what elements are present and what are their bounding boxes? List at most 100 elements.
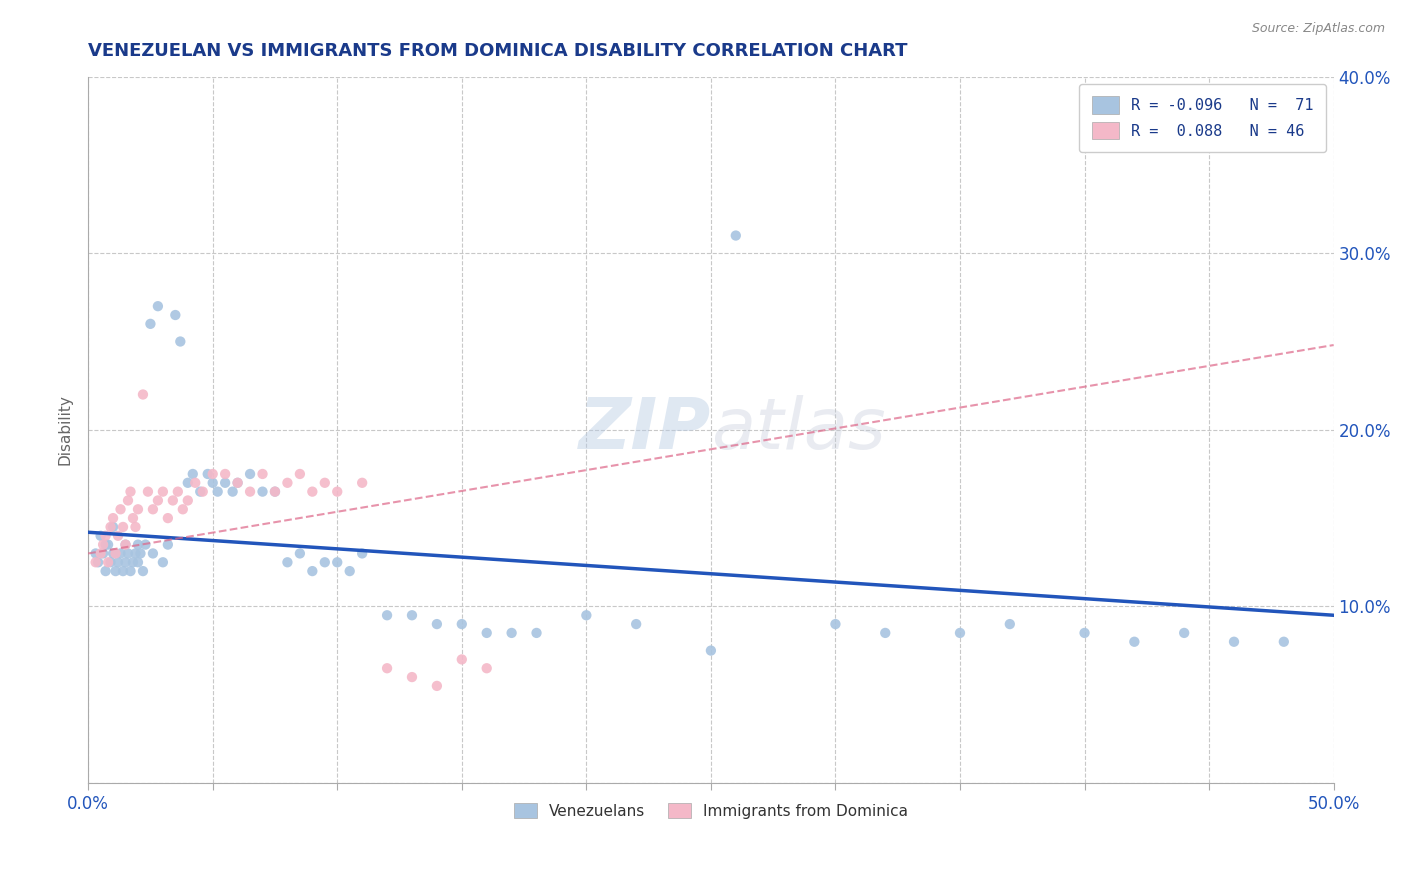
Text: atlas: atlas [711, 395, 886, 465]
Point [1123, 634, 1146, 648]
Point [114, 555, 136, 569]
Point [191, 484, 214, 499]
Point [162, 493, 184, 508]
Point [201, 467, 224, 481]
Point [352, 475, 374, 490]
Point [949, 626, 972, 640]
Point [172, 502, 194, 516]
Point [146, 493, 169, 508]
Point [117, 493, 139, 508]
Point [352, 546, 374, 560]
Point [197, 467, 219, 481]
Point [100, 555, 122, 569]
Point [165, 308, 187, 322]
Point [127, 555, 149, 569]
Text: ZIP: ZIP [579, 395, 711, 465]
Point [475, 626, 498, 640]
Point [101, 520, 124, 534]
Point [97, 555, 120, 569]
Point [101, 546, 124, 560]
Point [142, 546, 165, 560]
Point [326, 484, 349, 499]
Point [214, 467, 236, 481]
Point [1223, 634, 1246, 648]
Point [314, 475, 336, 490]
Point [104, 564, 127, 578]
Point [146, 299, 169, 313]
Point [301, 484, 323, 499]
Point [91, 538, 114, 552]
Point [226, 475, 249, 490]
Point [124, 546, 146, 560]
Point [127, 502, 149, 516]
Point [97, 538, 120, 552]
Point [84, 546, 107, 560]
Point [152, 484, 174, 499]
Y-axis label: Disability: Disability [58, 394, 72, 466]
Point [301, 564, 323, 578]
Point [314, 555, 336, 569]
Point [375, 661, 398, 675]
Point [214, 475, 236, 490]
Point [875, 626, 897, 640]
Point [100, 520, 122, 534]
Point [129, 546, 152, 560]
Point [104, 546, 127, 560]
Point [264, 484, 287, 499]
Point [201, 475, 224, 490]
Point [239, 467, 262, 481]
Point [824, 617, 846, 632]
Point [90, 546, 112, 560]
Point [575, 608, 598, 623]
Text: Source: ZipAtlas.com: Source: ZipAtlas.com [1251, 22, 1385, 36]
Point [101, 511, 124, 525]
Point [188, 484, 211, 499]
Point [139, 317, 162, 331]
Point [184, 475, 207, 490]
Point [1173, 626, 1195, 640]
Point [998, 617, 1021, 632]
Point [127, 538, 149, 552]
Point [107, 555, 129, 569]
Point [724, 228, 747, 243]
Point [1073, 626, 1095, 640]
Point [87, 555, 110, 569]
Point [114, 538, 136, 552]
Point [84, 555, 107, 569]
Point [117, 546, 139, 560]
Point [252, 467, 274, 481]
Point [339, 564, 361, 578]
Point [450, 617, 472, 632]
Point [112, 564, 135, 578]
Point [122, 555, 145, 569]
Point [226, 475, 249, 490]
Point [166, 484, 188, 499]
Point [1272, 634, 1295, 648]
Point [120, 564, 142, 578]
Point [426, 679, 449, 693]
Point [526, 626, 548, 640]
Point [91, 546, 114, 560]
Point [107, 529, 129, 543]
Point [90, 529, 112, 543]
Point [132, 564, 155, 578]
Point [276, 475, 298, 490]
Point [114, 538, 136, 552]
Point [401, 608, 423, 623]
Point [110, 502, 132, 516]
Point [264, 484, 287, 499]
Point [276, 555, 298, 569]
Point [169, 334, 191, 349]
Point [136, 484, 159, 499]
Text: VENEZUELAN VS IMMIGRANTS FROM DOMINICA DISABILITY CORRELATION CHART: VENEZUELAN VS IMMIGRANTS FROM DOMINICA D… [89, 42, 908, 60]
Point [120, 484, 142, 499]
Point [122, 511, 145, 525]
Point [252, 484, 274, 499]
Point [326, 555, 349, 569]
Point [700, 643, 723, 657]
Point [142, 502, 165, 516]
Point [134, 538, 156, 552]
Point [94, 564, 117, 578]
Point [375, 608, 398, 623]
Point [426, 617, 449, 632]
